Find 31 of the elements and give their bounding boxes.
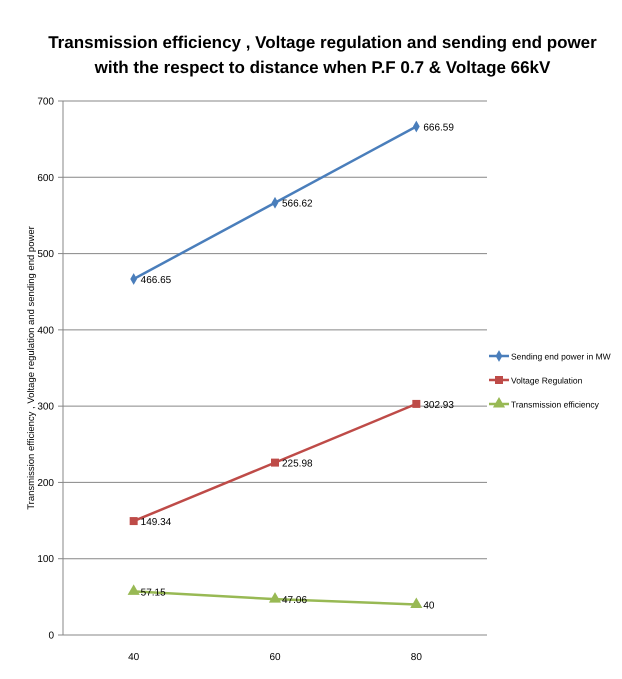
y-tick-label: 700 xyxy=(37,96,54,108)
legend-label: Transmission efficiency xyxy=(511,400,600,410)
point xyxy=(410,597,422,608)
y-axis-title: Transmission efficiency , Voltage regulation and sending end power xyxy=(26,226,37,510)
x-tick-label: 40 xyxy=(128,652,140,663)
data-label: 149.34 xyxy=(140,517,172,528)
y-tick-label: 300 xyxy=(37,402,54,413)
legend-label: Voltage Regulation xyxy=(511,376,583,386)
x-tick-label: 80 xyxy=(410,652,422,663)
point xyxy=(128,584,140,595)
y-tick-label: 400 xyxy=(37,325,54,336)
data-label: 302.93 xyxy=(423,400,454,411)
data-label: 47.06 xyxy=(282,595,308,606)
point xyxy=(412,400,420,408)
data-label: 40 xyxy=(423,600,435,612)
y-tick-label: 100 xyxy=(37,554,54,566)
point xyxy=(271,458,279,467)
point xyxy=(130,517,138,526)
data-label: 225.98 xyxy=(282,458,314,470)
data-label: 666.59 xyxy=(423,122,454,134)
y-tick-label: 500 xyxy=(37,249,54,260)
legend-label: Sending end power in MW xyxy=(511,352,611,362)
x-tick-label: 60 xyxy=(269,652,281,663)
y-tick-label: 0 xyxy=(48,630,54,642)
chart-title: Transmission efficiency , Voltage regulation and sending end power with the respect to distance when P.F 0.7 & Voltage 66kV xyxy=(48,33,598,77)
y-tick-label: 200 xyxy=(37,478,54,489)
data-label: 566.62 xyxy=(282,198,314,210)
y-tick-label: 600 xyxy=(37,172,54,184)
data-label: 466.65 xyxy=(140,275,172,286)
point xyxy=(268,592,282,603)
data-label: 57.15 xyxy=(140,587,166,598)
